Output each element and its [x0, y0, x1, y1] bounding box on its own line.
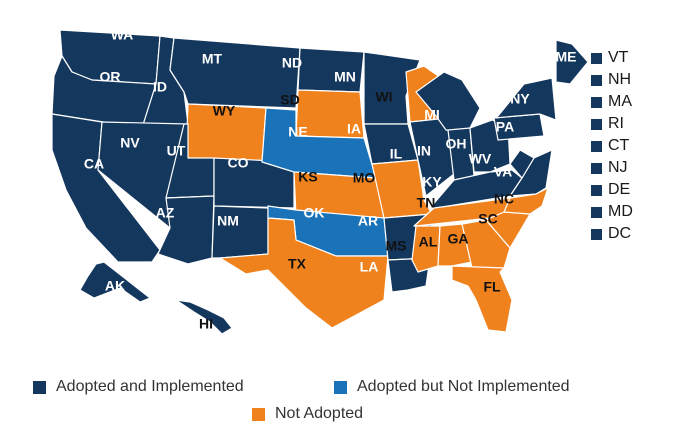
state-label-wi: WI: [375, 89, 392, 105]
state-label-nv: NV: [120, 135, 140, 151]
state-ne[interactable]: [261, 107, 377, 179]
state-mo[interactable]: [371, 159, 433, 219]
northeast-label: VT: [608, 49, 629, 66]
state-label-ms: MS: [386, 238, 407, 254]
state-label-wv: WV: [469, 151, 492, 167]
state-al[interactable]: [437, 223, 473, 267]
legend-item-adopted-not-implemented: Adopted but Not Implemented: [334, 378, 570, 396]
northeast-item-ct[interactable]: CT: [591, 136, 629, 156]
legend-label: Adopted but Not Implemented: [357, 378, 570, 395]
northeast-swatch: [591, 140, 602, 152]
northeast-label: NH: [608, 71, 632, 88]
legend-swatch: [252, 407, 265, 421]
state-label-ny: NY: [510, 91, 530, 107]
state-label-nc: NC: [494, 191, 514, 207]
northeast-item-ri[interactable]: RI: [591, 114, 624, 134]
state-label-ut: UT: [167, 143, 186, 159]
northeast-swatch: [591, 184, 602, 196]
state-label-ky: KY: [422, 174, 442, 190]
northeast-item-nh[interactable]: NH: [591, 70, 631, 90]
northeast-swatch: [591, 96, 602, 108]
state-hi[interactable]: [175, 299, 233, 335]
northeast-swatch: [591, 162, 602, 174]
legend-swatch: [334, 380, 347, 394]
northeast-label: RI: [608, 115, 624, 132]
northeast-item-de[interactable]: DE: [591, 180, 630, 200]
state-label-ks: KS: [298, 169, 317, 185]
northeast-label: DC: [608, 225, 632, 242]
state-label-co: CO: [228, 155, 249, 171]
northeast-swatch: [591, 228, 602, 240]
legend-label: Adopted and Implemented: [56, 378, 244, 395]
state-label-ok: OK: [304, 205, 325, 221]
northeast-item-ma[interactable]: MA: [591, 92, 632, 112]
state-label-va: VA: [494, 164, 512, 180]
state-ak[interactable]: [79, 261, 151, 303]
northeast-swatch: [591, 206, 602, 218]
state-ga[interactable]: [461, 219, 511, 269]
northeast-item-md[interactable]: MD: [591, 202, 633, 222]
state-label-pa: PA: [496, 119, 514, 135]
state-label-la: LA: [360, 259, 379, 275]
state-ms[interactable]: [411, 225, 441, 273]
northeast-item-dc[interactable]: DC: [591, 224, 631, 244]
northeast-label: MD: [608, 203, 633, 220]
northeast-swatch: [591, 74, 602, 86]
northeast-label: MA: [608, 93, 632, 110]
northeast-label: NJ: [608, 159, 628, 176]
legend-item-adopted-implemented: Adopted and Implemented: [33, 378, 244, 396]
state-label-oh: OH: [446, 136, 467, 152]
state-mn[interactable]: [363, 51, 421, 125]
state-label-mt: MT: [202, 51, 223, 67]
state-me[interactable]: [555, 39, 589, 85]
state-label-sc: SC: [478, 211, 497, 227]
state-label-id: ID: [153, 79, 167, 95]
northeast-swatch: [591, 52, 602, 64]
state-wv[interactable]: [509, 149, 535, 179]
state-label-nd: ND: [282, 55, 302, 71]
state-ny[interactable]: [493, 77, 557, 121]
legend-item-not-adopted: Not Adopted: [252, 405, 363, 423]
state-label-or: OR: [100, 69, 121, 85]
state-label-ak: AK: [105, 278, 125, 294]
state-label-ia: IA: [347, 121, 361, 137]
northeast-label: CT: [608, 137, 630, 154]
state-label-ar: AR: [358, 213, 378, 229]
state-label-il: IL: [390, 146, 403, 162]
northeast-label: DE: [608, 181, 631, 198]
legend-label: Not Adopted: [275, 405, 364, 422]
state-fl[interactable]: [451, 265, 513, 333]
state-label-az: AZ: [156, 205, 175, 221]
northeast-item-vt[interactable]: VT: [591, 48, 628, 68]
legend-swatch: [33, 380, 46, 394]
state-label-hi: HI: [199, 316, 213, 332]
state-label-me: ME: [556, 49, 577, 65]
state-label-in: IN: [417, 143, 431, 159]
state-label-fl: FL: [483, 279, 501, 295]
state-label-al: AL: [419, 234, 438, 250]
us-map: WA OR CA ID NV MT WY UT AZ CO NM ND SD NE KS OK TX MN IA MO…: [52, 27, 589, 335]
state-label-mo: MO: [353, 170, 376, 186]
state-label-wy: WY: [213, 103, 236, 119]
state-label-ne: NE: [288, 124, 307, 140]
state-label-mn: MN: [334, 69, 356, 85]
state-label-wa: WA: [111, 27, 134, 43]
state-label-tn: TN: [417, 195, 436, 211]
state-label-sd: SD: [280, 92, 299, 108]
state-label-ga: GA: [448, 231, 469, 247]
state-label-mi: MI: [424, 107, 440, 123]
state-label-tx: TX: [288, 256, 307, 272]
northeast-swatch: [591, 118, 602, 130]
northeast-item-nj[interactable]: NJ: [591, 158, 628, 178]
state-mi[interactable]: [415, 71, 481, 133]
state-label-ca: CA: [84, 156, 104, 172]
state-label-nm: NM: [217, 213, 239, 229]
